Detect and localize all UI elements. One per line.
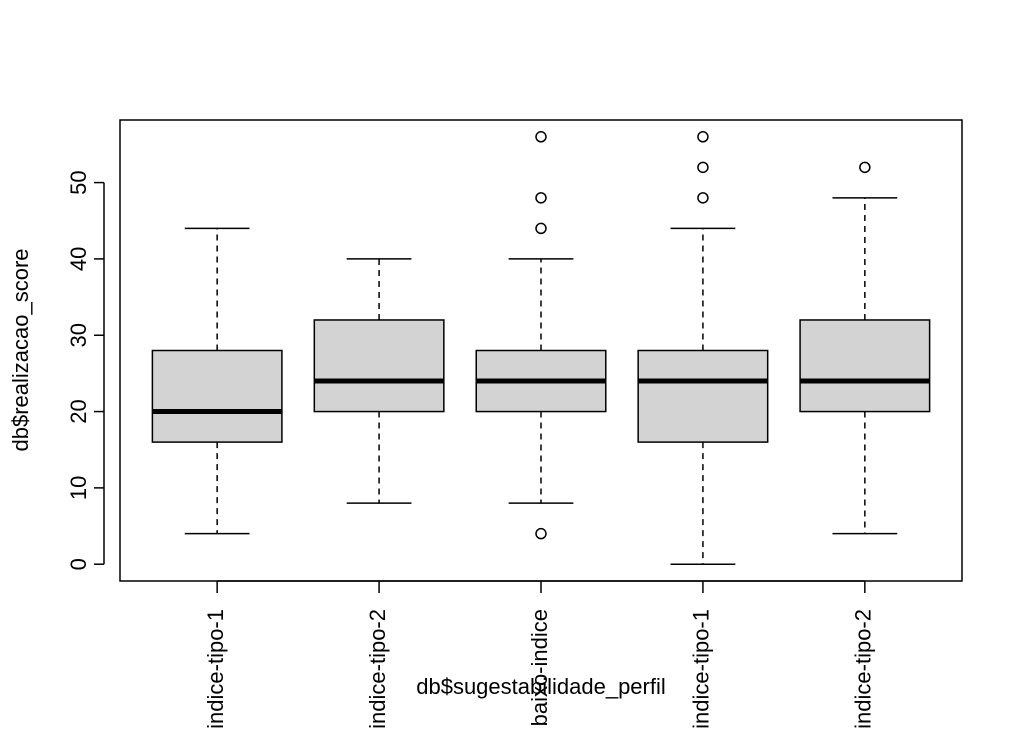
- y-tick-label: 10: [66, 476, 91, 500]
- boxes-group: [151, 131, 931, 565]
- y-tick-label: 20: [66, 399, 91, 423]
- y-tick-label: 40: [66, 247, 91, 271]
- outlier-point: [535, 527, 547, 540]
- box-group: [475, 131, 607, 540]
- outlier-point: [535, 131, 547, 143]
- y-axis-title: db$realizacao_score: [8, 248, 33, 451]
- x-tick-label: indice-tipo-2: [365, 609, 390, 729]
- outlier-point: [697, 131, 709, 143]
- outlier-point: [535, 192, 547, 204]
- box-group: [313, 258, 445, 504]
- outlier-point: [697, 192, 709, 204]
- x-tick-label: indice-tipo-2: [851, 609, 876, 729]
- box-iqr: [313, 319, 445, 413]
- x-tick-label: baixo-indice: [527, 609, 552, 726]
- outlier-point: [859, 161, 871, 174]
- x-tick-label: indice-tipo-1: [689, 609, 714, 729]
- box-group: [799, 161, 931, 535]
- box-group: [637, 131, 769, 565]
- outlier-point: [535, 222, 547, 235]
- x-tick-label: indice-tipo-1: [203, 609, 228, 729]
- box-iqr: [151, 349, 283, 443]
- box-group: [151, 227, 283, 535]
- box-iqr: [637, 349, 769, 443]
- y-axis: 0 10 20 30 40 50: [66, 170, 105, 570]
- y-tick-label: 30: [66, 323, 91, 347]
- box-iqr: [799, 319, 931, 413]
- x-axis-title: db$sugestabilidade_perfil: [416, 674, 666, 699]
- y-tick-label: 0: [66, 558, 91, 570]
- outlier-point: [697, 161, 709, 174]
- x-axis: indice-tipo-1 indice-tipo-2 baixo-indice in…: [203, 580, 876, 729]
- y-tick-label: 50: [66, 170, 91, 194]
